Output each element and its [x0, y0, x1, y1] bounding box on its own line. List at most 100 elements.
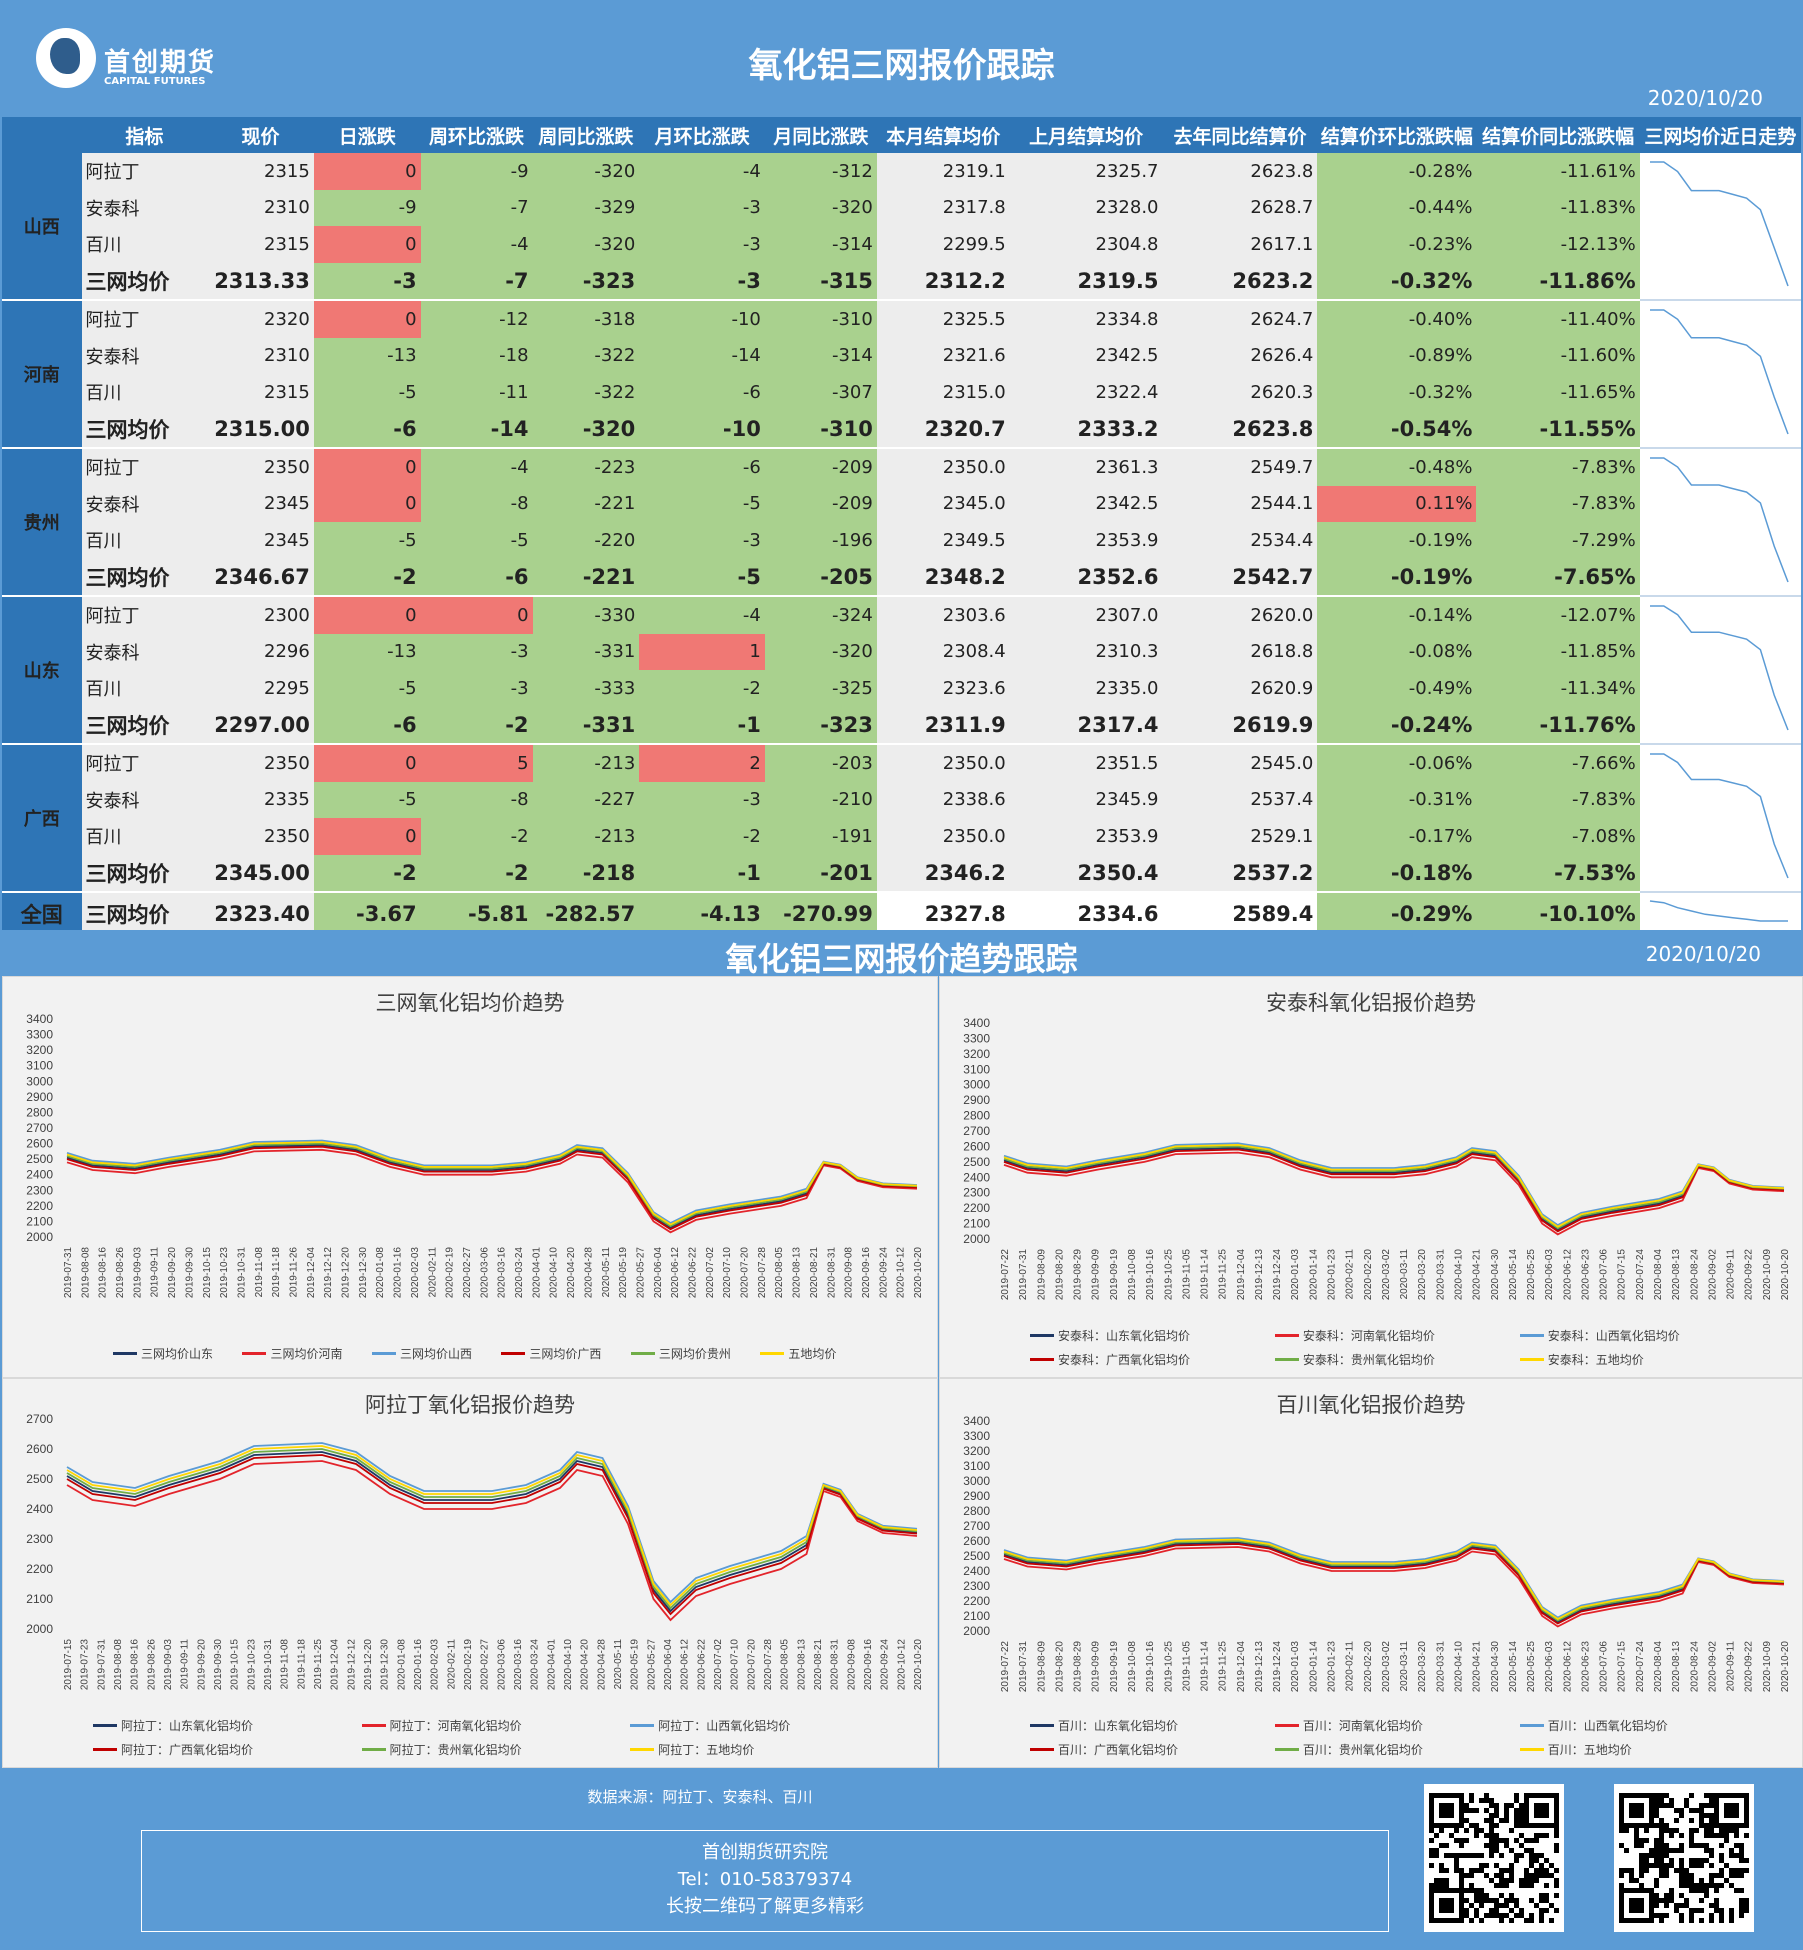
- qr-module: [1719, 1843, 1724, 1848]
- qr-module: [1624, 1868, 1629, 1873]
- qr-hint: 长按二维码了解更多精彩: [666, 1896, 864, 1917]
- sparkline: [1649, 900, 1788, 922]
- qr-module: [1679, 1868, 1684, 1873]
- x-tick-label: 2020-07-20: [746, 1639, 757, 1691]
- qr-module: [1489, 1913, 1494, 1918]
- x-tick-label: 2020-08-21: [809, 1247, 820, 1299]
- qr-module: [1529, 1848, 1534, 1853]
- qr-module: [1739, 1888, 1744, 1893]
- qr-module: [1554, 1843, 1559, 1848]
- qr-module: [1704, 1858, 1709, 1863]
- legend-swatch: [1274, 1723, 1299, 1727]
- x-tick-label: 2020-01-23: [1327, 1249, 1338, 1301]
- qr-module: [1704, 1823, 1709, 1828]
- qr-module: [1434, 1833, 1439, 1838]
- table-row: 百川 2345 -5 -5 -220 -3 -196 2349.5 2353.9 2534.4 -0…: [2, 522, 1801, 559]
- table-cell: 2342.5: [1009, 337, 1163, 374]
- qr-module: [1524, 1878, 1529, 1883]
- table-cell: 2623.8: [1162, 410, 1318, 449]
- qr-module: [1699, 1898, 1704, 1903]
- table-cell: 2315: [207, 226, 314, 263]
- table-cell: 2300: [207, 596, 314, 634]
- qr-module: [1724, 1863, 1729, 1868]
- qr-finder: [1724, 1803, 1739, 1818]
- table-cell: -333: [532, 670, 640, 707]
- qr-module: [1529, 1898, 1534, 1903]
- qr-module: [1699, 1888, 1704, 1893]
- x-tick-label: 2019-11-05: [1181, 1249, 1192, 1300]
- qr-module: [1719, 1908, 1724, 1913]
- table-cell: -320: [764, 189, 877, 226]
- x-tick-label: 2020-04-20: [566, 1247, 577, 1299]
- qr-module: [1699, 1908, 1704, 1913]
- qr-module: [1734, 1833, 1739, 1838]
- table-row: 三网均价 2345.00 -2 -2 -218 -1 -201 2346.2 2350.4 253…: [2, 854, 1801, 893]
- qr-module: [1504, 1898, 1509, 1903]
- x-tick-label: 2020-04-01: [546, 1639, 557, 1691]
- legend-label: 三网均价河南: [270, 1346, 343, 1361]
- y-tick-label: 3300: [26, 1028, 53, 1042]
- qr-module: [1639, 1838, 1644, 1843]
- qr-module: [1719, 1918, 1724, 1923]
- legend-label: 阿拉丁：五地均价: [658, 1742, 755, 1757]
- qr-module: [1729, 1853, 1734, 1858]
- qr-module: [1659, 1803, 1664, 1808]
- qr-code-icon[interactable]: [1614, 1784, 1754, 1932]
- series-line: [1003, 1143, 1785, 1228]
- qr-module: [1639, 1853, 1644, 1858]
- x-tick-label: 2020-01-16: [413, 1639, 424, 1691]
- legend-label: 安泰科：山西氧化铝均价: [1547, 1328, 1680, 1343]
- table-cell: -3: [639, 189, 765, 226]
- legend-label: 三网均价山西: [399, 1346, 472, 1361]
- x-tick-label: 2020-09-22: [1744, 1249, 1755, 1301]
- source-name: 安泰科: [81, 633, 208, 670]
- table-cell: -5: [313, 781, 421, 818]
- x-tick-label: 2020-02-27: [480, 1639, 491, 1691]
- x-tick-label: 2020-04-21: [1472, 1641, 1483, 1693]
- source-name: 阿拉丁: [81, 448, 208, 486]
- qr-module: [1469, 1808, 1474, 1813]
- qr-module: [1659, 1818, 1664, 1823]
- qr-module: [1519, 1818, 1524, 1823]
- qr-module: [1709, 1903, 1714, 1908]
- qr-module: [1694, 1858, 1699, 1863]
- qr-module: [1709, 1883, 1714, 1888]
- x-tick-label: 2019-10-08: [1127, 1641, 1138, 1693]
- qr-module: [1709, 1833, 1714, 1838]
- legend-swatch: [361, 1747, 386, 1751]
- legend-item: 阿拉丁：五地均价: [630, 1737, 899, 1761]
- qr-module: [1434, 1878, 1439, 1883]
- legend-label: 阿拉丁：贵州氧化铝均价: [389, 1742, 522, 1757]
- qr-module: [1494, 1863, 1499, 1868]
- x-tick-label: 2020-01-14: [1308, 1641, 1319, 1693]
- series-line: [66, 1139, 918, 1225]
- y-tick-label: 2500: [26, 1152, 53, 1166]
- y-tick-label: 2700: [26, 1412, 53, 1426]
- x-tick-label: 2020-06-03: [1544, 1641, 1555, 1693]
- x-tick-label: 2020-10-12: [896, 1247, 907, 1299]
- qr-module: [1524, 1873, 1529, 1878]
- table-cell: -7.29%: [1476, 522, 1640, 559]
- qr-module: [1664, 1898, 1669, 1903]
- table-cell: -14: [639, 337, 765, 374]
- table-cell: -10: [639, 410, 765, 449]
- trend-section-header: 氧化铝三网报价趋势跟踪 2020/10/20: [2, 930, 1801, 978]
- x-tick-label: 2019-12-30: [380, 1639, 391, 1691]
- legend-item: 安泰科：山东氧化铝均价: [1030, 1323, 1275, 1347]
- qr-module: [1444, 1878, 1449, 1883]
- table-cell: 2315.00: [207, 410, 314, 449]
- table-cell: -6: [313, 706, 421, 745]
- table-cell: -5: [639, 558, 765, 597]
- qr-module: [1494, 1823, 1499, 1828]
- qr-module: [1674, 1848, 1679, 1853]
- qr-module: [1554, 1848, 1559, 1853]
- qr-module: [1489, 1848, 1494, 1853]
- qr-module: [1664, 1793, 1669, 1798]
- table-cell: -221: [532, 558, 640, 597]
- x-tick-label: 2020-07-06: [1599, 1641, 1610, 1693]
- qr-module: [1659, 1913, 1664, 1918]
- x-tick-label: 2019-09-09: [1091, 1249, 1102, 1301]
- qr-code-icon[interactable]: [1424, 1784, 1564, 1932]
- legend-item: 三网均价河南: [242, 1341, 371, 1365]
- x-tick-label: 2019-08-26: [146, 1639, 157, 1691]
